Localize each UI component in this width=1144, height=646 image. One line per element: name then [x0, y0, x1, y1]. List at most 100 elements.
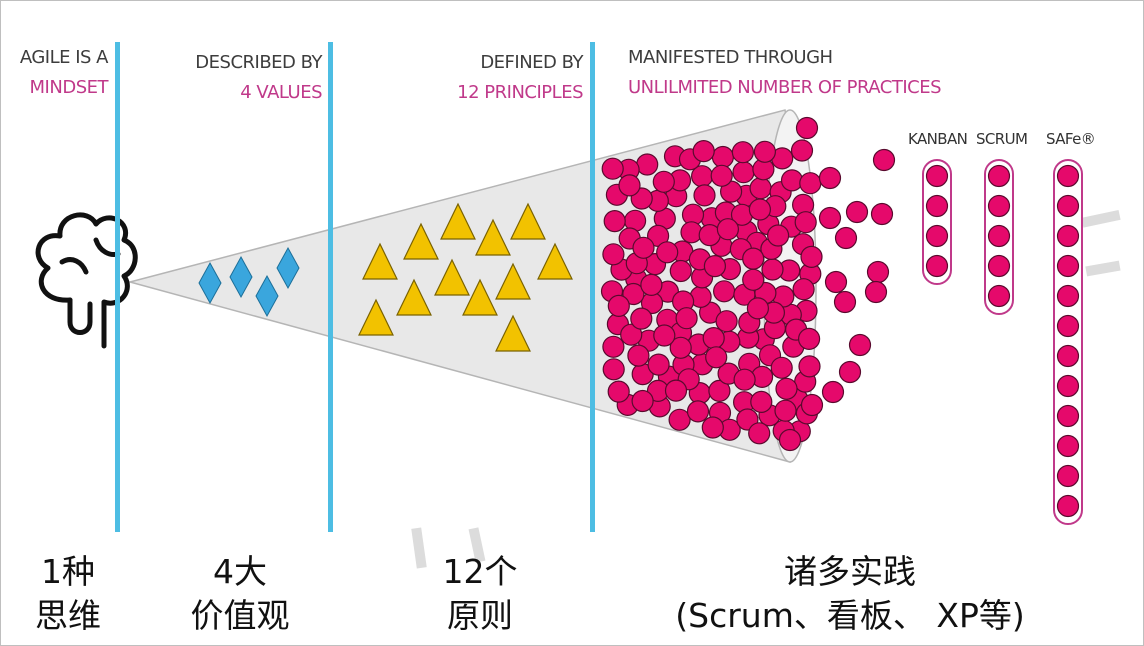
practice-dot	[712, 280, 736, 303]
practice-dot	[732, 161, 755, 184]
practice-dot	[834, 226, 858, 250]
practice-dot	[703, 255, 727, 278]
framework-dot	[1056, 464, 1080, 488]
framework-dot	[925, 224, 949, 248]
principle-triangle	[396, 278, 432, 316]
divider-3	[590, 42, 595, 532]
header-values: DESCRIBED BY 4 VALUES	[170, 48, 322, 108]
divider-2	[328, 42, 333, 532]
framework-dot	[1056, 314, 1080, 338]
practice-dot	[761, 258, 784, 281]
practice-dot	[749, 177, 772, 200]
principle-triangle	[362, 242, 398, 280]
caption-principles-line1: 12个	[442, 552, 518, 591]
practice-dot	[821, 380, 845, 404]
brain-icon	[35, 212, 138, 349]
header-values-line2: 4 VALUES	[240, 82, 322, 103]
header-mindset: AGILE IS A MINDSET	[8, 43, 109, 103]
practice-dot	[748, 422, 771, 445]
practice-dot	[824, 270, 848, 294]
practice-dot	[669, 259, 692, 283]
framework-dot	[987, 194, 1011, 218]
framework-label-kanban: KANBAN	[908, 130, 968, 148]
framework-dot	[987, 164, 1011, 188]
header-mindset-line2: MINDSET	[29, 77, 109, 98]
practice-dot	[750, 390, 773, 413]
practice-dot	[753, 140, 777, 163]
framework-dot	[1056, 164, 1080, 188]
framework-dot	[1056, 254, 1080, 278]
caption-mindset-line1: 1种	[41, 552, 95, 591]
framework-dot	[1056, 344, 1080, 368]
practice-dot	[770, 356, 793, 379]
practice-dot	[818, 206, 842, 230]
header-values-line1: DESCRIBED BY	[195, 52, 322, 73]
practices-dot-cloud	[600, 116, 896, 452]
principle-triangle	[358, 298, 394, 336]
practice-dot	[778, 428, 802, 452]
decor-dash	[411, 527, 427, 569]
caption-practices-line2: (Scrum、看板、 XP等)	[675, 596, 1025, 635]
practice-dot	[702, 327, 725, 350]
practice-dot	[664, 379, 688, 402]
principle-triangle	[495, 314, 531, 352]
caption-values: 4大 价值观	[170, 550, 310, 638]
practice-dot	[640, 273, 663, 296]
framework-dot	[1056, 494, 1080, 518]
practice-dot	[872, 148, 896, 172]
practice-dot	[870, 202, 894, 226]
header-principles-line2: 12 PRINCIPLES	[457, 82, 583, 103]
framework-dot	[1056, 404, 1080, 428]
practice-dot	[790, 139, 814, 162]
practice-dot	[675, 307, 698, 330]
principle-triangle	[403, 222, 439, 260]
principles-group	[358, 202, 573, 352]
principle-triangle	[440, 202, 476, 240]
practice-dot	[622, 282, 645, 306]
value-diamond	[229, 255, 253, 299]
header-principles-line1: DEFINED BY	[480, 52, 583, 73]
framework-dot	[987, 254, 1011, 278]
framework-label-scrum: SCRUM	[976, 130, 1028, 148]
practice-dot	[818, 166, 842, 190]
value-diamond	[276, 246, 300, 290]
divider-1	[115, 42, 120, 532]
framework-dot	[1056, 224, 1080, 248]
framework-dot	[925, 194, 949, 218]
framework-column-capsule	[1053, 159, 1083, 525]
caption-mindset: 1种 思维	[8, 550, 128, 638]
practice-dot	[653, 324, 676, 347]
practice-dot	[848, 333, 872, 357]
framework-label-safe: SAFe®	[1046, 130, 1096, 148]
practice-dot	[693, 184, 716, 207]
practice-dot	[794, 211, 817, 234]
practice-dot	[800, 245, 823, 268]
practice-dot	[601, 157, 624, 180]
framework-dot	[1056, 374, 1080, 398]
framework-columns	[922, 159, 1083, 525]
practice-dot	[780, 169, 804, 192]
principle-triangle	[510, 202, 546, 240]
caption-principles: 12个 原则	[420, 550, 540, 638]
practice-dot	[630, 307, 653, 330]
caption-practices-line1: 诸多实践	[784, 552, 916, 591]
framework-dot	[987, 284, 1011, 308]
practice-dot	[792, 278, 815, 301]
framework-dot	[1056, 434, 1080, 458]
practice-dot	[632, 236, 655, 259]
practice-dot	[733, 368, 756, 391]
practice-dot	[748, 198, 772, 221]
practice-dot	[798, 355, 821, 378]
practice-dot	[866, 260, 890, 284]
value-diamond	[198, 261, 222, 305]
practice-dot	[795, 116, 819, 140]
framework-column-capsule	[922, 159, 952, 285]
practice-dot	[766, 224, 790, 247]
practice-dot	[800, 393, 824, 417]
practice-dot	[708, 379, 731, 402]
practice-dot	[656, 241, 679, 264]
caption-principles-line2: 原则	[447, 596, 513, 635]
practice-dot	[607, 294, 630, 317]
framework-dot	[925, 254, 949, 278]
